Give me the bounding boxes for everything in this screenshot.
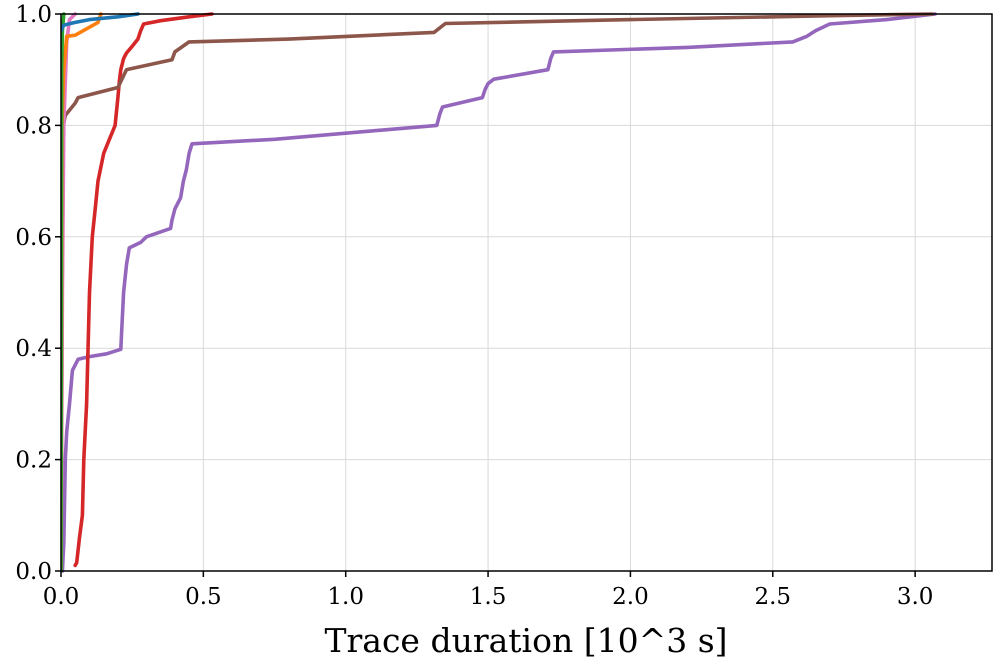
series-line-red — [73, 12, 214, 568]
x-tick-label: 1.0 — [327, 584, 364, 610]
series-line-brown — [61, 12, 934, 573]
series-line-blue — [61, 12, 140, 33]
x-tick-label: 3.0 — [897, 584, 934, 610]
y-tick-label: 0.4 — [15, 336, 52, 362]
grid-lines — [60, 13, 992, 572]
x-tick-label: 0.0 — [43, 584, 80, 610]
y-tick-label: 0.2 — [15, 448, 52, 474]
x-tick-label: 1.5 — [470, 584, 507, 610]
series-line-purple — [61, 12, 937, 573]
x-tick-label: 0.5 — [185, 584, 222, 610]
y-tick-label: 0.0 — [15, 559, 52, 585]
axes: 0.0 0.5 1.0 1.5 2.0 2.5 3.0 0.0 0.2 0.4 0.6 0.8 1.0 — [15, 2, 993, 610]
x-axis-title: Trace duration [10^3 s] — [324, 621, 727, 660]
x-tick-label: 2.5 — [754, 584, 791, 610]
plot-frame — [60, 13, 993, 572]
y-tick-label: 1.0 — [15, 2, 52, 28]
x-tick-label: 2.0 — [612, 584, 649, 610]
plot-area — [61, 12, 937, 573]
y-tick-label: 0.6 — [15, 225, 52, 251]
y-tick-label: 0.8 — [15, 113, 52, 139]
